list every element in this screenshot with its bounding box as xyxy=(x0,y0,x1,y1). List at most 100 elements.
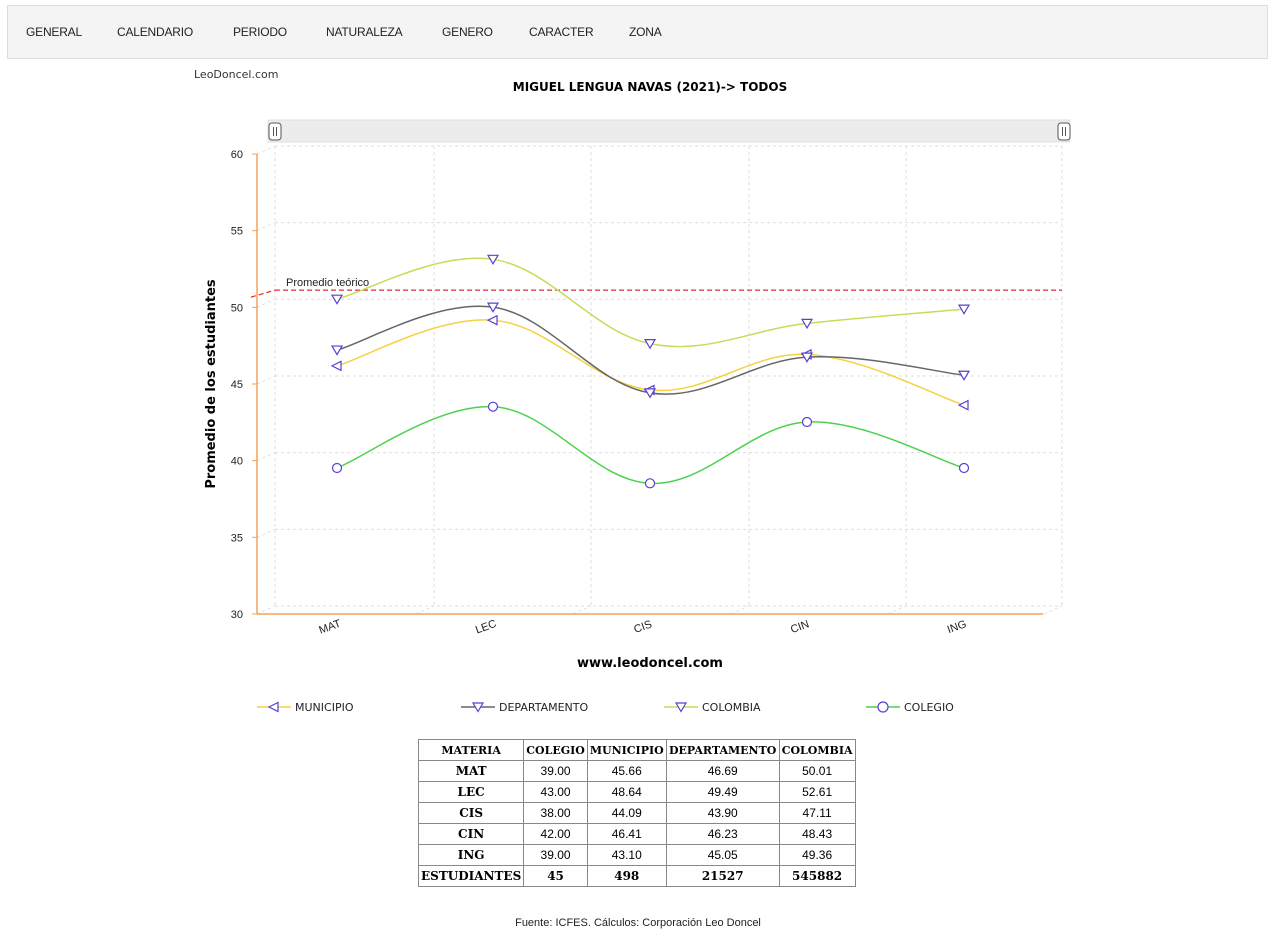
marker-colombia-lec[interactable] xyxy=(486,254,500,265)
marker-colombia-mat[interactable] xyxy=(330,294,344,305)
grid-lines xyxy=(256,145,1063,615)
nav-genero[interactable]: GENERO xyxy=(442,25,493,39)
x-tick-label: MAT xyxy=(317,618,342,637)
x-axis-title: www.leodoncel.com xyxy=(577,656,723,671)
gridline-diagonal xyxy=(256,528,276,538)
marker-colombia-cis[interactable] xyxy=(643,339,657,350)
x-tick-label: ING xyxy=(946,618,968,636)
legend-label-colegio: COLEGIO xyxy=(904,700,954,714)
nav-naturaleza[interactable]: NATURALEZA xyxy=(326,25,403,39)
legend-item-departamento[interactable]: DEPARTAMENTO xyxy=(461,698,588,716)
legend-item-municipio[interactable]: MUNICIPIO xyxy=(257,698,353,716)
zoom-scrollbar[interactable] xyxy=(267,119,1071,143)
table-cell: 43.90 xyxy=(665,802,780,824)
data-table: MATERIA COLEGIO MUNICIPIO DEPARTAMENTO C… xyxy=(417,739,856,887)
gridline-diagonal xyxy=(256,298,276,308)
legend-item-colegio[interactable]: COLEGIO xyxy=(866,698,954,716)
table-cell: 48.43 xyxy=(778,823,856,845)
nav-zona[interactable]: ZONA xyxy=(629,25,662,39)
gridline-diagonal xyxy=(256,145,276,155)
table-cell: 46.69 xyxy=(665,760,780,782)
marker-municipio-lec[interactable] xyxy=(486,314,498,326)
axis-labels: 30 35 40 45 50 55 60 MAT LEC CIS CIN ING www.leodonc… xyxy=(204,149,968,671)
series-markers xyxy=(330,254,971,489)
marker-departamento-mat[interactable] xyxy=(330,345,344,356)
nav-periodo[interactable]: PERIODO xyxy=(233,25,287,39)
table-cell: ING xyxy=(417,844,525,866)
y-tick-label: 45 xyxy=(231,379,243,391)
gridline-floor xyxy=(1043,605,1063,615)
source-note: Fuente: ICFES. Cálculos: Corporación Leo… xyxy=(515,917,761,929)
table-cell: 43.10 xyxy=(586,844,667,866)
table-cell: 45 xyxy=(523,865,588,887)
gridline-diagonal xyxy=(256,452,276,462)
marker-colegio-lec[interactable] xyxy=(487,401,499,412)
table-cell: 46.23 xyxy=(665,823,780,845)
reference-line-side xyxy=(250,289,276,298)
chart-legend: MUNICIPIO DEPARTAMENTO COLOMBIA COLEGIO xyxy=(0,698,1270,718)
table-cell: 38.00 xyxy=(523,802,588,824)
table-cell: 49.49 xyxy=(665,781,780,803)
table-cell: MAT xyxy=(417,760,525,782)
table-cell: 50.01 xyxy=(778,760,856,782)
nav-calendario[interactable]: CALENDARIO xyxy=(117,25,194,39)
reference-line-label: Promedio teórico xyxy=(286,277,369,289)
table-cell: 42.00 xyxy=(523,823,588,845)
table-cell: 44.09 xyxy=(586,802,667,824)
chart-title: MIGUEL LENGUA NAVAS (2021)-> TODOS xyxy=(512,80,788,94)
marker-colegio-cin[interactable] xyxy=(801,416,813,428)
marker-municipio-mat[interactable] xyxy=(330,360,342,372)
nav-general[interactable]: GENERAL xyxy=(26,25,82,39)
table-total-row: ESTUDIANTES 45 498 21527 545882 xyxy=(417,865,856,887)
gridline-diagonal xyxy=(256,222,276,232)
marker-departamento-ing[interactable] xyxy=(957,370,971,381)
marker-colegio-cis[interactable] xyxy=(644,478,656,489)
legend-label-colombia: COLOMBIA xyxy=(702,700,761,714)
marker-departamento-lec[interactable] xyxy=(486,302,500,313)
table-cell: 46.41 xyxy=(586,823,667,845)
y-tick-label: 35 xyxy=(231,532,243,544)
table-cell: 52.61 xyxy=(778,781,856,803)
marker-colegio-ing[interactable] xyxy=(958,462,970,474)
table-row: LEC 43.00 48.64 49.49 52.61 xyxy=(417,781,856,803)
top-navigation: GENERAL CALENDARIO PERIODO NATURALEZA GE… xyxy=(7,5,1268,59)
table-cell: CIS xyxy=(417,802,525,824)
table-cell: 43.00 xyxy=(523,781,588,803)
table-cell: 45.05 xyxy=(665,844,780,866)
legend-item-colombia[interactable]: COLOMBIA xyxy=(664,698,761,716)
gridline-floor xyxy=(887,605,907,615)
brand-link[interactable]: LeoDoncel.com xyxy=(194,68,279,81)
x-tick-label: CIN xyxy=(789,618,811,636)
marker-departamento-cin[interactable] xyxy=(800,352,814,363)
zoom-handle-right[interactable] xyxy=(1057,122,1071,141)
marker-colombia-ing[interactable] xyxy=(957,304,971,315)
table-cell: ESTUDIANTES xyxy=(417,865,525,887)
y-tick-label: 30 xyxy=(231,609,243,621)
axes xyxy=(252,153,1043,615)
table-header: DEPARTAMENTO xyxy=(665,739,780,761)
marker-departamento-cis[interactable] xyxy=(643,388,657,399)
nav-caracter[interactable]: CARACTER xyxy=(529,25,594,39)
marker-colegio-mat[interactable] xyxy=(331,462,343,474)
legend-swatch-departamento xyxy=(461,702,495,713)
legend-label-departamento: DEPARTAMENTO xyxy=(499,700,589,714)
legend-swatch-municipio xyxy=(257,701,291,713)
table-cell: 39.00 xyxy=(523,844,588,866)
table-cell: 49.36 xyxy=(778,844,856,866)
legend-label-municipio: MUNICIPIO xyxy=(295,700,354,714)
table-header: COLOMBIA xyxy=(778,739,856,761)
reference-line: Promedio teórico xyxy=(250,277,1062,298)
table-row: ING 39.00 43.10 45.05 49.36 xyxy=(417,844,856,866)
table-cell: LEC xyxy=(417,781,525,803)
x-tick-label: LEC xyxy=(474,618,498,637)
gridline-floor xyxy=(572,605,592,615)
series-line-departamento xyxy=(336,305,965,395)
table-cell: 48.64 xyxy=(586,781,667,803)
series-line-colegio xyxy=(336,405,965,485)
table-header: MATERIA xyxy=(417,739,525,761)
marker-municipio-ing[interactable] xyxy=(957,399,969,411)
gridline-diagonal xyxy=(256,375,276,385)
table-row: CIN 42.00 46.41 46.23 48.43 xyxy=(417,823,856,845)
marker-colombia-cin[interactable] xyxy=(800,318,814,330)
zoom-handle-left[interactable] xyxy=(268,122,282,141)
